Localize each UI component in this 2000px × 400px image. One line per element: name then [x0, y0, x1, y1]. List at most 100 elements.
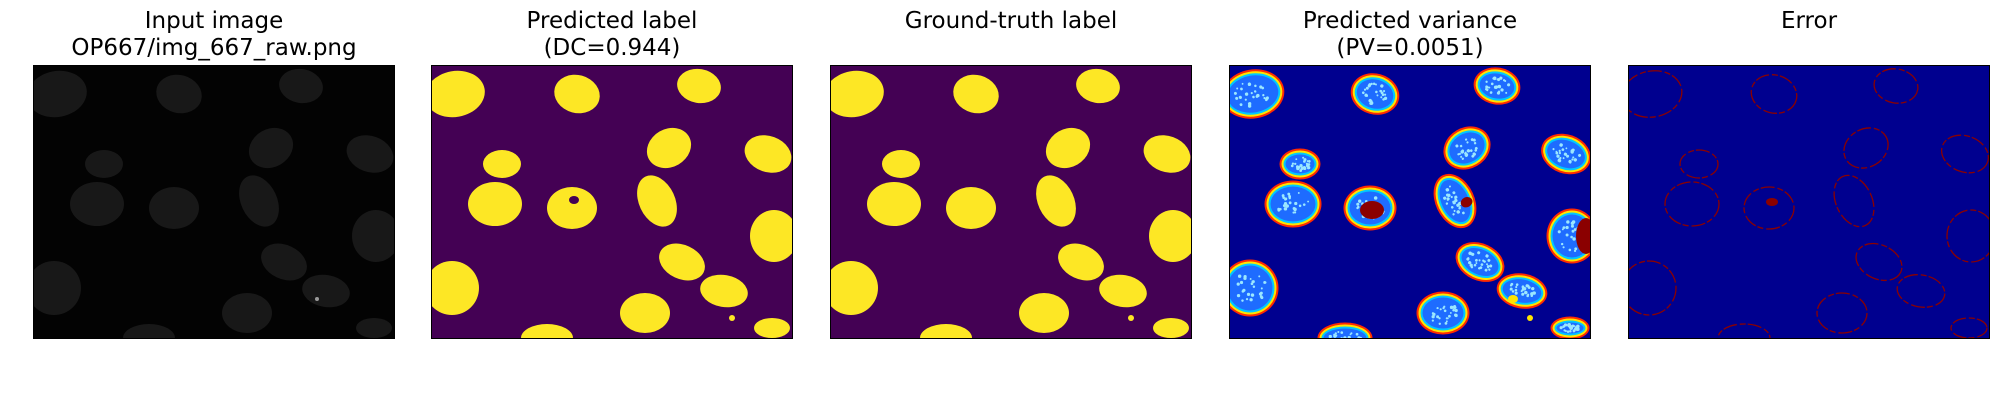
input-image-plot [33, 65, 395, 339]
speck [1109, 295, 1119, 303]
nucleus [677, 68, 721, 104]
nucleus [637, 175, 677, 227]
nucleus [1019, 293, 1069, 333]
nucleus [1317, 322, 1373, 338]
nucleus [34, 261, 81, 315]
bright-speck [315, 297, 319, 301]
nucleus [1076, 68, 1120, 104]
panel-title: Predicted label (DC=0.944) [401, 8, 823, 62]
nucleus [659, 243, 705, 281]
panel-predicted-variance: Predicted variance (PV=0.0051) [1229, 0, 1591, 400]
nucleus [1664, 181, 1720, 227]
panel-title-line1: Predicted label [526, 8, 698, 34]
ground-truth-canvas [831, 66, 1191, 338]
nucleus [1940, 134, 1989, 174]
nucleus [754, 318, 790, 338]
ground-truth-plot [830, 65, 1192, 339]
nucleus [1058, 243, 1104, 281]
nucleus [946, 187, 996, 229]
predicted-variance-plot [1229, 65, 1591, 339]
nucleus [1230, 69, 1285, 119]
predicted-label-canvas [432, 66, 792, 338]
nucleus [521, 324, 573, 338]
panel-ground-truth-label: Ground-truth label [830, 0, 1192, 400]
nucleus [483, 150, 521, 178]
nucleus [149, 187, 199, 229]
nucleus [547, 187, 597, 229]
nucleus [1679, 149, 1719, 179]
nucleus [1717, 323, 1771, 338]
panel-title-line2: OP667/img_667_raw.png [71, 35, 357, 61]
nucleus [346, 135, 394, 173]
nucleus [34, 70, 87, 118]
panel-title-line2: (DC=0.944) [543, 35, 681, 61]
image-background [1629, 66, 1989, 338]
nucleus [1343, 185, 1397, 231]
error-plot [1628, 65, 1990, 339]
speck [710, 295, 720, 303]
nucleus [1153, 318, 1189, 338]
nucleus [1036, 175, 1076, 227]
nucleus [953, 74, 999, 114]
nucleus [831, 70, 884, 118]
nucleus [882, 150, 920, 178]
input-image-canvas [34, 66, 394, 338]
panel-title-line1: Input image [144, 8, 284, 34]
panel-title: Predicted variance (PV=0.0051) [1199, 8, 1621, 62]
nucleus [85, 150, 123, 178]
nucleus [156, 74, 202, 114]
predicted-label-plot [431, 65, 793, 339]
nucleus [1743, 186, 1795, 230]
nucleus [646, 127, 692, 169]
nucleus [1816, 292, 1868, 334]
panel-title-line1: Ground-truth label [904, 8, 1118, 34]
nucleus [302, 274, 350, 308]
nucleus [1750, 74, 1798, 114]
nucleus [1843, 127, 1889, 169]
nucleus [1946, 209, 1989, 263]
speck [729, 315, 735, 321]
panel-input-image: Input image OP667/img_667_raw.png [33, 0, 395, 400]
nucleus [356, 318, 392, 338]
panel-predicted-label: Predicted label (DC=0.944) [431, 0, 793, 400]
nucleus [1350, 73, 1400, 115]
predicted-variance-canvas [1230, 66, 1590, 338]
nucleus [1455, 242, 1505, 282]
nucleus [1629, 260, 1677, 316]
nucleus [554, 74, 600, 114]
nucleus [1279, 148, 1321, 180]
speck [1128, 315, 1134, 321]
nucleus [123, 324, 175, 338]
nucleus [352, 210, 394, 262]
nucleus [279, 68, 323, 104]
panel-error: Error [1628, 0, 1990, 400]
nucleus [432, 261, 479, 315]
panel-title: Error [1598, 8, 2000, 35]
nucleus [1045, 127, 1091, 169]
speck [1508, 295, 1518, 303]
nucleus [261, 243, 307, 281]
nucleus [1143, 135, 1191, 173]
nucleus [1550, 316, 1590, 338]
nucleus [239, 175, 279, 227]
nucleus [744, 135, 792, 173]
nucleus [222, 293, 272, 333]
panel-title-line1: Error [1780, 8, 1838, 34]
nucleus [1416, 291, 1470, 335]
nucleus [1855, 242, 1903, 282]
error-canvas [1629, 66, 1989, 338]
nucleus [750, 210, 792, 262]
nucleus [867, 182, 921, 226]
nucleus [831, 261, 878, 315]
nucleus [1950, 317, 1988, 338]
panel-title: Input image OP667/img_667_raw.png [3, 8, 425, 62]
nucleus [1541, 133, 1590, 175]
nucleus [620, 293, 670, 333]
nucleus [1833, 174, 1875, 228]
nucleus [1149, 210, 1191, 262]
nucleus [1230, 259, 1279, 317]
panel-title-line1: Predicted variance [1302, 8, 1518, 34]
speck [1527, 315, 1533, 321]
nucleus [70, 182, 124, 226]
panel-title: Ground-truth label [800, 8, 1222, 35]
